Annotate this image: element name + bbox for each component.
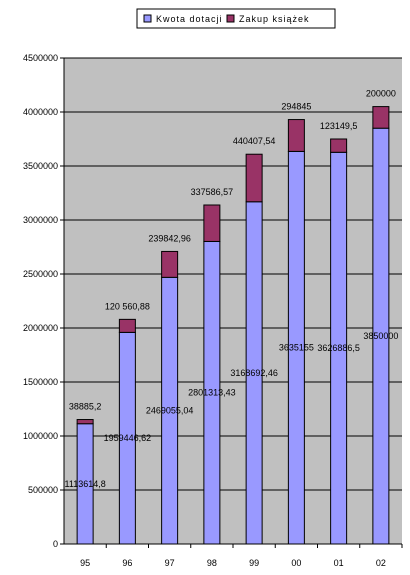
y-tick-label: 2500000	[23, 269, 58, 279]
legend: Kwota dotacji Zakup książek	[136, 8, 336, 29]
data-label-kwota-dotacji: 1113614,8	[65, 479, 106, 489]
y-tick-label: 3500000	[23, 161, 58, 171]
y-tick-label: 0	[53, 539, 58, 549]
data-label-kwota-dotacji: 2469055,04	[146, 406, 194, 416]
y-tick-label: 2000000	[23, 323, 58, 333]
data-label-zakup-ksiazek: 337586,57	[191, 187, 234, 197]
legend-swatch-kwota-dotacji	[143, 14, 152, 23]
data-label-kwota-dotacji: 3635155	[279, 343, 314, 353]
data-label-kwota-dotacji: 3850000	[363, 331, 398, 341]
data-label-zakup-ksiazek: 294845	[281, 102, 311, 112]
bar-zakup-ksiazek	[372, 106, 390, 129]
plot-area: 0 500000 1000000 1500000 2000000 2500000 30000…	[23, 53, 403, 568]
data-label-kwota-dotacji: 3626886,5	[317, 343, 360, 353]
x-tick-label: 01	[334, 558, 344, 568]
y-tick-label: 4000000	[23, 107, 58, 117]
data-label-kwota-dotacji: 3168692,46	[230, 368, 278, 378]
y-tick-label: 500000	[28, 485, 58, 495]
bar-zakup-ksiazek	[118, 318, 136, 333]
data-label-zakup-ksiazek: 239842,96	[148, 233, 191, 243]
data-label-zakup-ksiazek: 440407,54	[233, 136, 276, 146]
y-tick-label: 4500000	[23, 53, 58, 63]
data-label-kwota-dotacji: 2801313,43	[188, 388, 236, 398]
data-label-zakup-ksiazek: 120 560,88	[105, 301, 150, 311]
y-tick-label: 1500000	[23, 377, 58, 387]
legend-box	[136, 8, 336, 29]
x-tick-label: 99	[249, 558, 259, 568]
bar-zakup-ksiazek	[287, 119, 305, 152]
x-tick-label: 96	[122, 558, 132, 568]
x-tick-label: 00	[291, 558, 301, 568]
x-tick-label: 98	[207, 558, 217, 568]
x-tick-label: 02	[376, 558, 386, 568]
bar-zakup-ksiazek	[76, 419, 94, 425]
bar-zakup-ksiazek	[203, 204, 221, 242]
x-tick-label: 95	[80, 558, 90, 568]
y-tick-label: 3000000	[23, 215, 58, 225]
data-label-zakup-ksiazek: 123149,5	[320, 121, 358, 131]
x-tick-label: 97	[165, 558, 175, 568]
bar-zakup-ksiazek	[245, 153, 263, 203]
legend-swatch-zakup-ksiazek	[226, 14, 235, 23]
bar-zakup-ksiazek	[330, 138, 348, 153]
data-label-kwota-dotacji: 1959446,62	[104, 433, 152, 443]
bar-zakup-ksiazek	[161, 250, 179, 278]
legend-label-kwota-dotacji: Kwota dotacji	[156, 14, 223, 24]
data-label-zakup-ksiazek: 200000	[366, 89, 396, 99]
y-tick-label: 1000000	[23, 431, 58, 441]
data-label-zakup-ksiazek: 38885,2	[69, 402, 102, 412]
legend-label-zakup-ksiazek: Zakup książek	[239, 14, 310, 24]
